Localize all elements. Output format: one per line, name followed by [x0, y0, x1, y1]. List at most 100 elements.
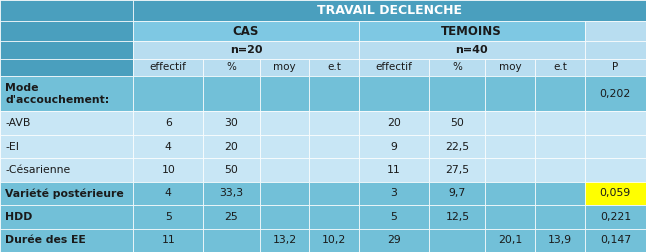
Text: e.t: e.t	[553, 62, 567, 72]
Text: 13,9: 13,9	[548, 235, 572, 245]
Text: %: %	[227, 62, 236, 72]
Bar	[309, 205, 359, 229]
Bar	[260, 229, 309, 252]
Bar	[203, 59, 260, 76]
Text: 11: 11	[387, 165, 401, 175]
Text: 50: 50	[225, 165, 238, 175]
Bar	[359, 76, 430, 111]
Text: 29: 29	[387, 235, 401, 245]
Bar	[203, 158, 260, 182]
Bar	[585, 21, 646, 41]
Text: 3: 3	[391, 188, 397, 198]
Text: -EI: -EI	[5, 142, 19, 151]
Text: HDD: HDD	[5, 212, 32, 222]
Bar	[309, 229, 359, 252]
Bar	[485, 59, 535, 76]
Bar	[535, 76, 585, 111]
Bar	[203, 182, 260, 205]
Bar	[585, 229, 646, 252]
Bar	[0, 229, 133, 252]
Bar	[535, 205, 585, 229]
Text: 33,3: 33,3	[220, 188, 244, 198]
Text: 0,221: 0,221	[599, 212, 631, 222]
Bar	[359, 59, 430, 76]
Bar	[585, 41, 646, 59]
Bar	[430, 158, 485, 182]
Bar	[535, 229, 585, 252]
Text: CAS: CAS	[233, 25, 259, 38]
Text: 50: 50	[450, 118, 464, 128]
Text: %: %	[452, 62, 463, 72]
Bar	[430, 229, 485, 252]
Bar	[585, 205, 646, 229]
Text: 10,2: 10,2	[322, 235, 346, 245]
Bar	[485, 229, 535, 252]
Text: 12,5: 12,5	[445, 212, 470, 222]
Text: 5: 5	[391, 212, 397, 222]
Text: 4: 4	[165, 188, 172, 198]
Text: moy: moy	[273, 62, 296, 72]
Bar	[359, 205, 430, 229]
Text: 9,7: 9,7	[449, 188, 466, 198]
Bar	[535, 59, 585, 76]
Bar	[485, 158, 535, 182]
Text: 25: 25	[225, 212, 238, 222]
Text: 20: 20	[225, 142, 238, 151]
Bar	[309, 76, 359, 111]
Bar	[430, 205, 485, 229]
Text: 20,1: 20,1	[498, 235, 523, 245]
Text: 6: 6	[165, 118, 172, 128]
Text: n=20: n=20	[230, 45, 262, 55]
Bar	[359, 111, 430, 135]
Text: moy: moy	[499, 62, 521, 72]
Bar	[133, 135, 203, 158]
Bar	[260, 158, 309, 182]
Text: 9: 9	[391, 142, 397, 151]
Text: Variété postérieure: Variété postérieure	[5, 188, 124, 199]
Bar	[260, 182, 309, 205]
Bar	[0, 205, 133, 229]
Bar	[203, 135, 260, 158]
Text: e.t: e.t	[327, 62, 341, 72]
Bar	[535, 111, 585, 135]
Bar	[0, 158, 133, 182]
Bar	[0, 0, 133, 21]
Bar	[0, 135, 133, 158]
Text: n=40: n=40	[455, 45, 488, 55]
Text: 27,5: 27,5	[445, 165, 470, 175]
Text: 0,147: 0,147	[599, 235, 631, 245]
Bar	[133, 229, 203, 252]
Bar	[203, 229, 260, 252]
Bar	[359, 135, 430, 158]
Text: 22,5: 22,5	[445, 142, 470, 151]
Bar	[133, 158, 203, 182]
Bar	[485, 111, 535, 135]
Bar	[485, 76, 535, 111]
Bar	[585, 135, 646, 158]
Text: P: P	[612, 62, 618, 72]
Bar	[260, 59, 309, 76]
Bar	[203, 111, 260, 135]
Bar	[359, 158, 430, 182]
Text: TEMOINS: TEMOINS	[441, 25, 502, 38]
Bar	[430, 182, 485, 205]
Bar	[203, 205, 260, 229]
Bar	[430, 111, 485, 135]
Bar	[585, 158, 646, 182]
Bar	[133, 21, 359, 41]
Bar	[309, 182, 359, 205]
Bar	[309, 158, 359, 182]
Bar	[535, 135, 585, 158]
Bar	[430, 76, 485, 111]
Bar	[430, 135, 485, 158]
Bar	[585, 182, 646, 205]
Text: 4: 4	[165, 142, 172, 151]
Bar	[0, 182, 133, 205]
Bar	[0, 111, 133, 135]
Text: 13,2: 13,2	[273, 235, 297, 245]
Text: 20: 20	[387, 118, 401, 128]
Bar	[309, 135, 359, 158]
Bar	[359, 41, 585, 59]
Bar	[359, 21, 585, 41]
Text: 0,202: 0,202	[599, 89, 631, 99]
